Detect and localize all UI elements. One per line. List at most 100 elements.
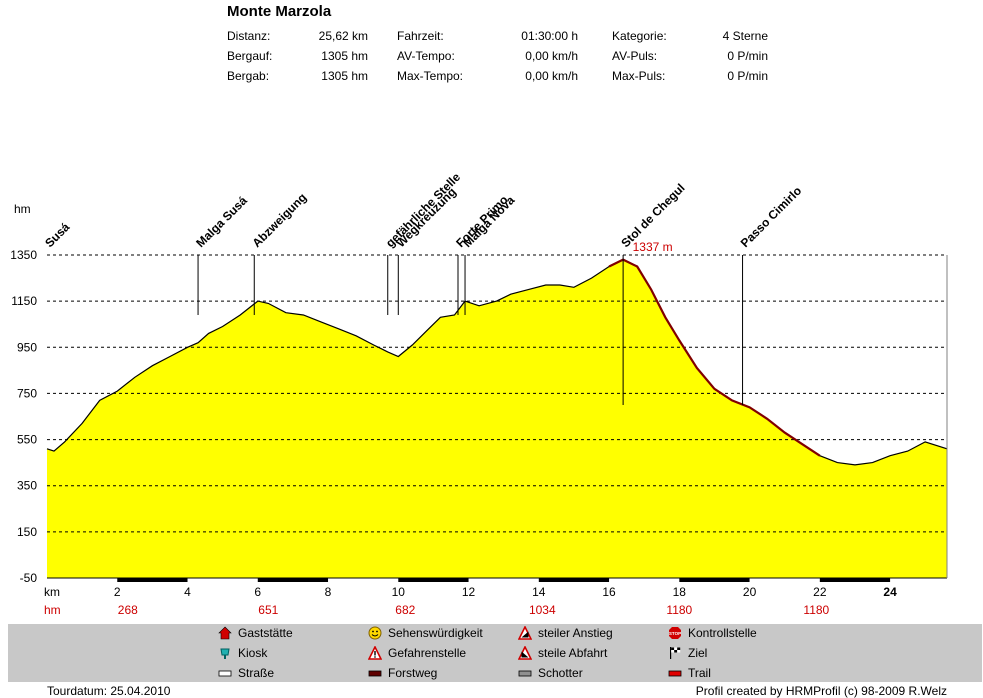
- hm-value: 651: [258, 603, 278, 617]
- y-axis-label: hm: [14, 202, 31, 216]
- hm-value: 1180: [803, 603, 829, 617]
- warning-icon: [368, 646, 382, 660]
- forest-road-swatch: [368, 666, 382, 680]
- surface-segment: [679, 578, 750, 582]
- y-tick-label: -50: [20, 571, 38, 585]
- x-tick-label: 8: [325, 585, 332, 599]
- y-tick-label: 950: [17, 340, 37, 354]
- legend-item: Gaststätte: [218, 626, 293, 640]
- waypoint-label: Abzweigung: [249, 190, 309, 250]
- hm-value: 682: [395, 603, 415, 617]
- x-axis-label: km: [44, 585, 60, 599]
- hm-row-label: hm: [44, 603, 61, 617]
- legend-label: Straße: [238, 666, 275, 680]
- legend-panel: Gaststätte Kiosk Straße Sehenswürdigkeit…: [8, 624, 982, 682]
- legend-label: steile Abfahrt: [538, 646, 608, 660]
- stat-label: Max-Puls:: [612, 69, 666, 83]
- stat-value: 0 P/min: [727, 69, 768, 83]
- stat-label: Kategorie:: [612, 29, 667, 43]
- legend-item: Trail: [668, 666, 711, 680]
- stat-value: 1305 hm: [321, 49, 368, 63]
- waypoint-label: Passo Cimirlo: [738, 184, 804, 250]
- y-tick-label: 1350: [10, 248, 37, 262]
- stat-label: Bergauf:: [227, 49, 273, 63]
- tour-title: Monte Marzola: [227, 3, 332, 20]
- y-tick-label: 1150: [11, 294, 37, 308]
- legend-item: STOP Kontrollstelle: [668, 626, 757, 640]
- steep-descent-icon: [518, 646, 532, 660]
- waypoint-label: Malga Nova: [460, 193, 517, 250]
- kiosk-icon: [218, 646, 232, 660]
- house-icon: [218, 626, 232, 640]
- x-tick-label: 20: [743, 585, 757, 599]
- stat-label: Distanz:: [227, 29, 271, 43]
- y-tick-label: 350: [17, 479, 37, 493]
- surface-segment: [398, 578, 469, 582]
- legend-label: Gaststätte: [238, 626, 293, 640]
- stat-label: Max-Tempo:: [397, 69, 464, 83]
- waypoint-label: Wegkreuzung: [394, 185, 459, 250]
- surface-segment: [538, 578, 610, 582]
- x-tick-label: 12: [462, 585, 476, 599]
- hm-value: 1180: [666, 603, 692, 617]
- legend-item: Kiosk: [218, 646, 267, 660]
- gravel-swatch: [518, 666, 532, 680]
- legend-item: Ziel: [668, 646, 707, 660]
- x-tick-label: 24: [883, 585, 897, 599]
- legend-label: Trail: [688, 666, 711, 680]
- y-tick-label: 750: [17, 386, 37, 400]
- legend-item: Sehenswürdigkeit: [368, 626, 483, 640]
- stat-value: 0 P/min: [727, 49, 768, 63]
- y-tick-label: 150: [17, 525, 37, 539]
- stat-value: 4 Sterne: [722, 29, 768, 43]
- stat-label: AV-Tempo:: [397, 49, 455, 63]
- stop-icon: STOP: [668, 626, 682, 640]
- surface-segment: [819, 578, 891, 582]
- stat-value: 25,62 km: [318, 29, 368, 43]
- legend-item: Forstweg: [368, 666, 437, 680]
- svg-text:STOP: STOP: [669, 631, 681, 636]
- surface-segment: [257, 578, 329, 582]
- steep-climb-icon: [518, 626, 532, 640]
- trail-swatch: [668, 666, 682, 680]
- hm-value: 268: [118, 603, 138, 617]
- x-tick-label: 6: [254, 585, 261, 599]
- x-tick-label: 2: [114, 585, 121, 599]
- stat-label: AV-Puls:: [612, 49, 658, 63]
- x-tick-label: 22: [813, 585, 827, 599]
- x-tick-label: 10: [392, 585, 406, 599]
- tour-date: Tourdatum: 25.04.2010: [47, 684, 171, 698]
- road-swatch: [218, 666, 232, 680]
- peak-label: 1337 m: [633, 240, 673, 254]
- legend-label: Forstweg: [388, 666, 438, 680]
- y-tick-label: 550: [17, 433, 37, 447]
- x-tick-label: 4: [184, 585, 191, 599]
- stat-value: 0,00 km/h: [525, 49, 578, 63]
- legend-item: Schotter: [518, 666, 583, 680]
- steep-segment: [608, 258, 821, 457]
- legend-item: Straße: [218, 666, 274, 680]
- waypoint-label: Susá: [42, 220, 72, 250]
- legend-label: Schotter: [538, 666, 583, 680]
- elevation-area: [47, 259, 947, 578]
- smiley-icon: [368, 626, 382, 640]
- legend-label: Sehenswürdigkeit: [388, 626, 483, 640]
- legend-item: steile Abfahrt: [518, 646, 607, 660]
- legend-label: steiler Anstieg: [538, 626, 613, 640]
- legend-label: Ziel: [688, 646, 708, 660]
- stat-label: Fahrzeit:: [397, 29, 444, 43]
- stat-label: Bergab:: [227, 69, 270, 83]
- stat-value: 01:30:00 h: [521, 29, 578, 43]
- credits: Profil created by HRMProfil (c) 98-2009 …: [695, 684, 947, 698]
- legend-label: Kontrollstelle: [688, 626, 757, 640]
- surface-segment: [117, 578, 188, 582]
- stat-value: 0,00 km/h: [525, 69, 578, 83]
- waypoint-label: Malga Susá: [193, 193, 250, 250]
- x-tick-label: 16: [602, 585, 616, 599]
- legend-label: Kiosk: [238, 646, 268, 660]
- legend-label: Gefahrenstelle: [388, 646, 467, 660]
- legend-item: Gefahrenstelle: [368, 646, 466, 660]
- stat-value: 1305 hm: [321, 69, 368, 83]
- hm-value: 1034: [529, 603, 556, 617]
